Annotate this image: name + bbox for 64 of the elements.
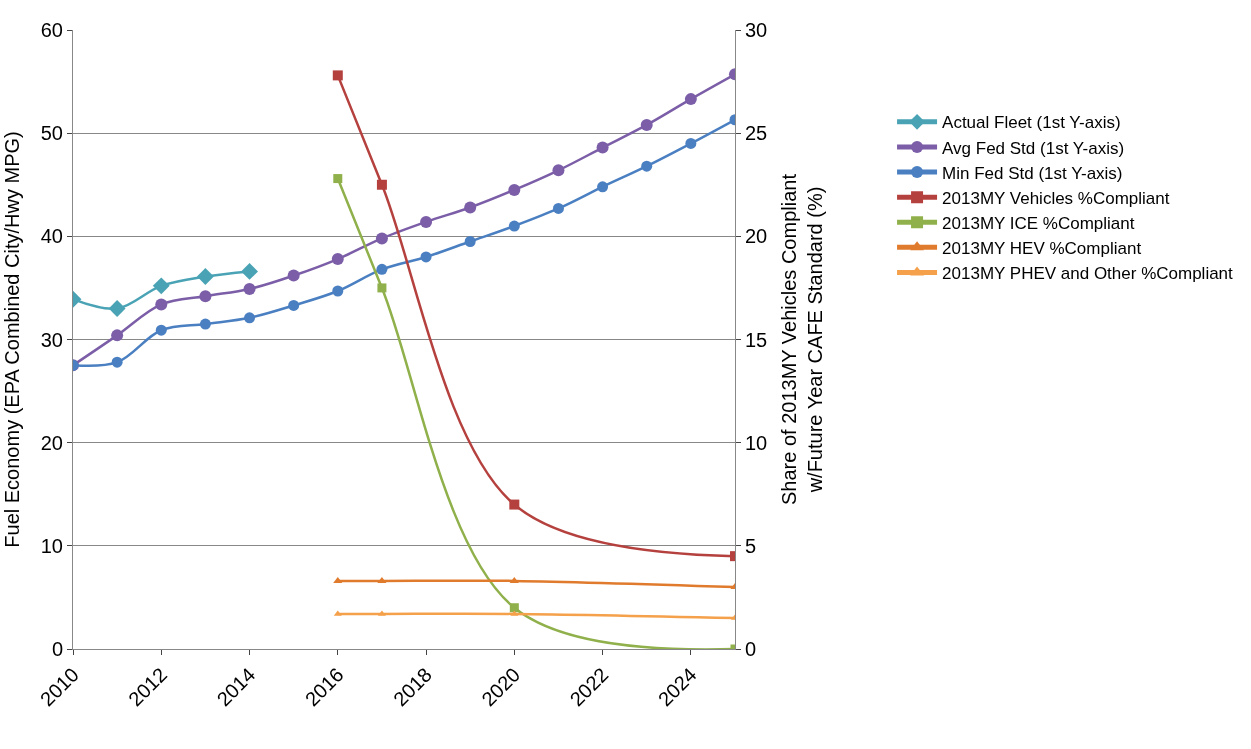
legend-label: Actual Fleet (1st Y-axis) (942, 113, 1121, 133)
legend-label: Min Fed Std (1st Y-axis) (942, 163, 1123, 183)
point (288, 299, 300, 311)
y-tick-label: 60 (40, 19, 63, 41)
point (244, 312, 256, 324)
point (552, 202, 564, 214)
point (243, 282, 256, 295)
point (685, 137, 697, 149)
point (377, 283, 387, 293)
y-axis-title: Fuel Economy (EPA Combined City/Hwy MPG) (1, 131, 24, 548)
legend-label: 2013MY HEV %Compliant (942, 238, 1142, 258)
y2-tick-label: 15 (744, 328, 768, 351)
point (684, 93, 697, 106)
point (111, 329, 124, 342)
point (420, 251, 432, 263)
point (199, 290, 212, 303)
y2-axis-title: Share of 2013MY Vehicles Compliant w/Future Year CAFE Standard (%) (777, 173, 826, 505)
legend-label: 2013MY PHEV and Other %Compliant (942, 264, 1234, 284)
point (376, 179, 387, 190)
point (108, 300, 126, 317)
point (111, 356, 123, 368)
point (509, 603, 519, 613)
legend-label: 2013MY ICE %Compliant (942, 213, 1135, 233)
point (155, 324, 167, 336)
point (509, 499, 520, 510)
point (641, 160, 653, 172)
y2-tick-label: 20 (744, 225, 768, 248)
point (287, 269, 300, 282)
point (155, 298, 168, 311)
y-tick-label: 40 (40, 225, 63, 248)
point (464, 201, 477, 214)
point (332, 285, 344, 297)
legend-label: 2013MY Vehicles %Compliant (942, 188, 1170, 208)
y2-tick-label: 25 (744, 122, 768, 145)
point (333, 576, 343, 583)
y-tick-label: 0 (51, 638, 63, 660)
point (332, 70, 343, 81)
point (333, 174, 343, 184)
point (508, 220, 520, 232)
point (152, 277, 170, 295)
point (596, 141, 609, 154)
y2-tick-label: 0 (744, 638, 757, 660)
point (241, 262, 258, 280)
y2-tick-label: 30 (744, 19, 768, 41)
point (640, 118, 653, 131)
point (509, 576, 519, 583)
point (376, 263, 388, 275)
point (199, 318, 211, 330)
y2-tick-label: 10 (744, 431, 768, 454)
point (331, 253, 344, 266)
point (375, 232, 388, 245)
point (508, 183, 521, 196)
y-tick-label: 50 (40, 122, 63, 145)
y-tick-label: 30 (40, 328, 63, 351)
y2-tick-label: 5 (744, 534, 757, 557)
y-tick-label: 10 (40, 534, 63, 557)
point (377, 576, 387, 583)
point (552, 164, 565, 177)
y-tick-label: 20 (40, 431, 63, 454)
point (420, 215, 433, 228)
point (464, 235, 476, 247)
point (196, 268, 214, 286)
legend-label: Avg Fed Std (1st Y-axis) (942, 138, 1125, 158)
point (597, 181, 609, 193)
